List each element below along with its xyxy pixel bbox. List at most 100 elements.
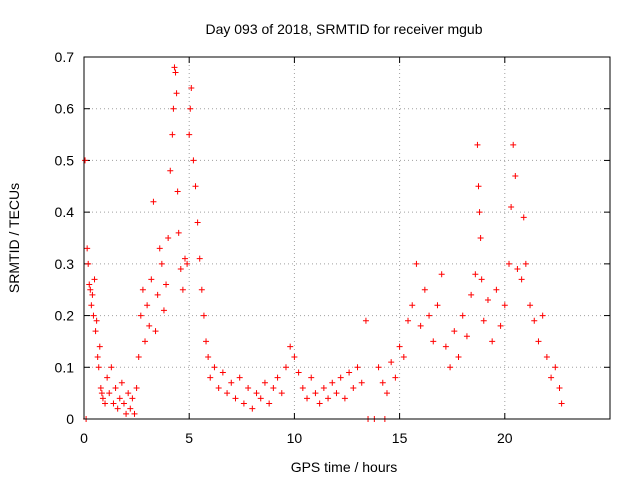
axis-ticks: 0 5 10 15 20 0 0.1 0.2 0.3 0.4 0.5 0.6 0.7 — [55, 49, 610, 446]
data-point — [146, 322, 153, 329]
data-point — [375, 364, 382, 371]
data-point — [102, 400, 109, 407]
data-point — [207, 374, 214, 381]
data-point — [92, 328, 99, 335]
data-point — [186, 131, 193, 138]
data-point — [175, 229, 182, 236]
data-point — [518, 276, 525, 283]
data-point — [413, 260, 420, 267]
data-point — [110, 400, 117, 407]
data-point — [417, 322, 424, 329]
data-point — [506, 260, 513, 267]
data-point — [94, 353, 101, 360]
data-point — [287, 343, 294, 350]
data-point — [87, 286, 94, 293]
data-point — [97, 384, 104, 391]
data-point — [95, 364, 102, 371]
data-point — [520, 214, 527, 221]
data-point — [156, 245, 163, 252]
x-axis-title: GPS time / hours — [291, 459, 398, 475]
data-point — [184, 260, 191, 267]
data-point — [474, 141, 481, 148]
data-point — [304, 395, 311, 402]
data-point — [177, 266, 184, 273]
data-point — [91, 276, 98, 283]
chart-title: Day 093 of 2018, SRMTID for receiver mgu… — [205, 21, 482, 37]
data-point — [295, 369, 302, 376]
data-point — [459, 312, 466, 319]
data-point — [409, 302, 416, 309]
data-point — [99, 395, 106, 402]
data-point — [535, 338, 542, 345]
data-point — [558, 400, 565, 407]
data-point — [400, 353, 407, 360]
data-point — [198, 286, 205, 293]
data-point — [282, 364, 289, 371]
data-point — [463, 333, 470, 340]
data-point — [88, 302, 95, 309]
data-point — [299, 384, 306, 391]
data-point — [160, 307, 167, 314]
x-tick-label: 0 — [80, 430, 88, 446]
data-point — [240, 400, 247, 407]
x-tick-label: 10 — [287, 430, 303, 446]
data-point — [447, 364, 454, 371]
data-point — [358, 379, 365, 386]
data-point — [163, 281, 170, 288]
y-tick-label: 0.6 — [55, 101, 75, 117]
data-point — [514, 266, 521, 273]
data-point — [379, 379, 386, 386]
data-point — [172, 69, 179, 76]
data-point — [434, 302, 441, 309]
data-point — [253, 390, 260, 397]
data-point — [173, 90, 180, 97]
data-point — [129, 395, 136, 402]
data-point — [438, 271, 445, 278]
data-point — [165, 235, 172, 241]
data-point — [392, 374, 399, 381]
data-point — [337, 374, 344, 381]
data-point — [346, 369, 353, 376]
data-point — [86, 281, 93, 288]
data-point — [137, 312, 144, 319]
data-point — [158, 260, 165, 267]
data-point — [89, 291, 96, 298]
data-point — [106, 390, 113, 397]
data-point — [131, 410, 138, 417]
data-point — [405, 317, 412, 324]
data-point — [205, 353, 212, 360]
data-point — [96, 343, 103, 350]
data-point — [228, 379, 235, 386]
data-point — [477, 235, 484, 241]
data-point — [114, 405, 121, 412]
data-point — [291, 353, 298, 360]
data-point — [341, 395, 348, 402]
data-point — [333, 390, 340, 397]
data-point — [350, 384, 357, 391]
data-point — [98, 390, 105, 397]
data-point — [133, 384, 140, 391]
data-point — [396, 343, 403, 350]
data-point — [426, 312, 433, 319]
data-point — [442, 343, 449, 350]
data-point — [84, 245, 91, 252]
data-point — [152, 328, 159, 335]
data-point — [261, 379, 268, 386]
data-point — [236, 374, 243, 381]
data-point — [531, 317, 538, 324]
data-point — [354, 364, 361, 371]
y-tick-label: 0.4 — [55, 204, 75, 220]
data-point — [211, 364, 218, 371]
data-point — [383, 390, 390, 397]
data-point — [472, 271, 479, 278]
data-point — [539, 312, 546, 319]
data-point — [484, 297, 491, 304]
data-point — [192, 183, 199, 190]
data-point — [224, 390, 231, 397]
data-point — [179, 286, 186, 293]
x-tick-label: 5 — [185, 430, 193, 446]
data-point — [171, 64, 178, 71]
data-point — [148, 276, 155, 283]
data-point — [174, 188, 181, 195]
